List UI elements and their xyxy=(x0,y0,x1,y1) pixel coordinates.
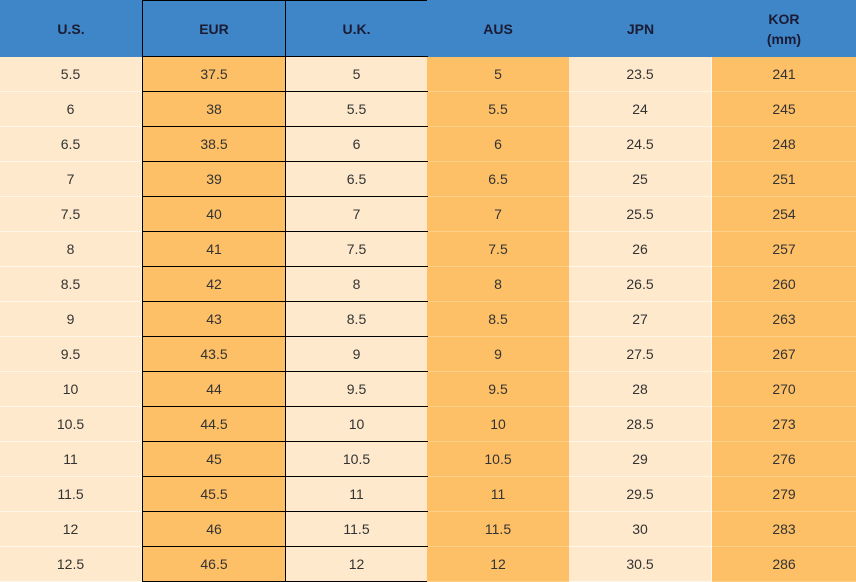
table-cell: 7 xyxy=(0,162,142,197)
table-cell: 29.5 xyxy=(569,477,712,512)
table-cell: 12 xyxy=(427,547,569,582)
column-header: JPN xyxy=(569,0,712,57)
table-cell: 6.5 xyxy=(427,162,569,197)
table-cell: 40 xyxy=(142,196,286,232)
table-cell: 5 xyxy=(427,57,569,92)
table-cell: 44 xyxy=(142,371,286,407)
table-cell: 9.5 xyxy=(427,372,569,407)
table-cell: 11 xyxy=(427,477,569,512)
table-cell: 43 xyxy=(142,301,286,337)
table-cell: 286 xyxy=(712,547,856,582)
table-cell: 8.5 xyxy=(0,267,142,302)
table-cell: 9 xyxy=(427,337,569,372)
table-cell: 26 xyxy=(569,232,712,267)
table-cell: 11 xyxy=(285,476,428,512)
table-cell: 254 xyxy=(712,197,856,232)
table-cell: 41 xyxy=(142,231,286,267)
table-cell: 30 xyxy=(569,512,712,547)
table-cell: 38 xyxy=(142,91,286,127)
table-cell: 11.5 xyxy=(0,477,142,512)
table-cell: 10.5 xyxy=(0,407,142,442)
table-cell: 6 xyxy=(285,126,428,162)
table-cell: 6 xyxy=(427,127,569,162)
table-cell: 28 xyxy=(569,372,712,407)
table-cell: 37.5 xyxy=(142,56,286,92)
table-cell: 9 xyxy=(285,336,428,372)
table-cell: 46.5 xyxy=(142,546,286,582)
column-header: U.S. xyxy=(0,0,142,57)
table-cell: 30.5 xyxy=(569,547,712,582)
table-cell: 260 xyxy=(712,267,856,302)
table-cell: 7.5 xyxy=(427,232,569,267)
table-cell: 25.5 xyxy=(569,197,712,232)
table-cell: 5.5 xyxy=(0,57,142,92)
table-cell: 43.5 xyxy=(142,336,286,372)
column-header: U.K. xyxy=(285,0,428,57)
table-cell: 7 xyxy=(427,197,569,232)
table-cell: 5.5 xyxy=(427,92,569,127)
table-cell: 8.5 xyxy=(285,301,428,337)
table-cell: 283 xyxy=(712,512,856,547)
table-cell: 26.5 xyxy=(569,267,712,302)
table-cell: 263 xyxy=(712,302,856,337)
table-cell: 8 xyxy=(427,267,569,302)
table-cell: 245 xyxy=(712,92,856,127)
table-cell: 44.5 xyxy=(142,406,286,442)
column-header: KOR (mm) xyxy=(712,0,856,57)
table-cell: 25 xyxy=(569,162,712,197)
table-cell: 12.5 xyxy=(0,547,142,582)
table-cell: 45 xyxy=(142,441,286,477)
table-cell: 10 xyxy=(427,407,569,442)
table-cell: 45.5 xyxy=(142,476,286,512)
table-cell: 5.5 xyxy=(285,91,428,127)
table-cell: 251 xyxy=(712,162,856,197)
table-cell: 257 xyxy=(712,232,856,267)
table-cell: 39 xyxy=(142,161,286,197)
table-cell: 5 xyxy=(285,56,428,92)
table-cell: 6 xyxy=(0,92,142,127)
table-cell: 42 xyxy=(142,266,286,302)
table-cell: 24.5 xyxy=(569,127,712,162)
table-cell: 28.5 xyxy=(569,407,712,442)
table-cell: 24 xyxy=(569,92,712,127)
table-cell: 11.5 xyxy=(285,511,428,547)
table-cell: 279 xyxy=(712,477,856,512)
table-cell: 273 xyxy=(712,407,856,442)
column-header: AUS xyxy=(427,0,569,57)
table-cell: 11.5 xyxy=(427,512,569,547)
table-cell: 7 xyxy=(285,196,428,232)
table-cell: 11 xyxy=(0,442,142,477)
table-cell: 9 xyxy=(0,302,142,337)
table-cell: 248 xyxy=(712,127,856,162)
table-cell: 270 xyxy=(712,372,856,407)
table-cell: 27 xyxy=(569,302,712,337)
table-cell: 6.5 xyxy=(0,127,142,162)
table-cell: 241 xyxy=(712,57,856,92)
table-cell: 7.5 xyxy=(0,197,142,232)
table-cell: 29 xyxy=(569,442,712,477)
table-cell: 267 xyxy=(712,337,856,372)
table-cell: 7.5 xyxy=(285,231,428,267)
table-cell: 6.5 xyxy=(285,161,428,197)
table-cell: 10.5 xyxy=(427,442,569,477)
table-cell: 9.5 xyxy=(0,337,142,372)
table-cell: 46 xyxy=(142,511,286,547)
table-cell: 23.5 xyxy=(569,57,712,92)
table-cell: 38.5 xyxy=(142,126,286,162)
table-cell: 276 xyxy=(712,442,856,477)
table-cell: 9.5 xyxy=(285,371,428,407)
table-cell: 10.5 xyxy=(285,441,428,477)
table-cell: 12 xyxy=(285,546,428,582)
column-header: EUR xyxy=(142,0,286,57)
table-cell: 10 xyxy=(0,372,142,407)
table-cell: 8 xyxy=(0,232,142,267)
table-cell: 10 xyxy=(285,406,428,442)
table-cell: 8 xyxy=(285,266,428,302)
table-cell: 8.5 xyxy=(427,302,569,337)
table-cell: 12 xyxy=(0,512,142,547)
table-cell: 27.5 xyxy=(569,337,712,372)
